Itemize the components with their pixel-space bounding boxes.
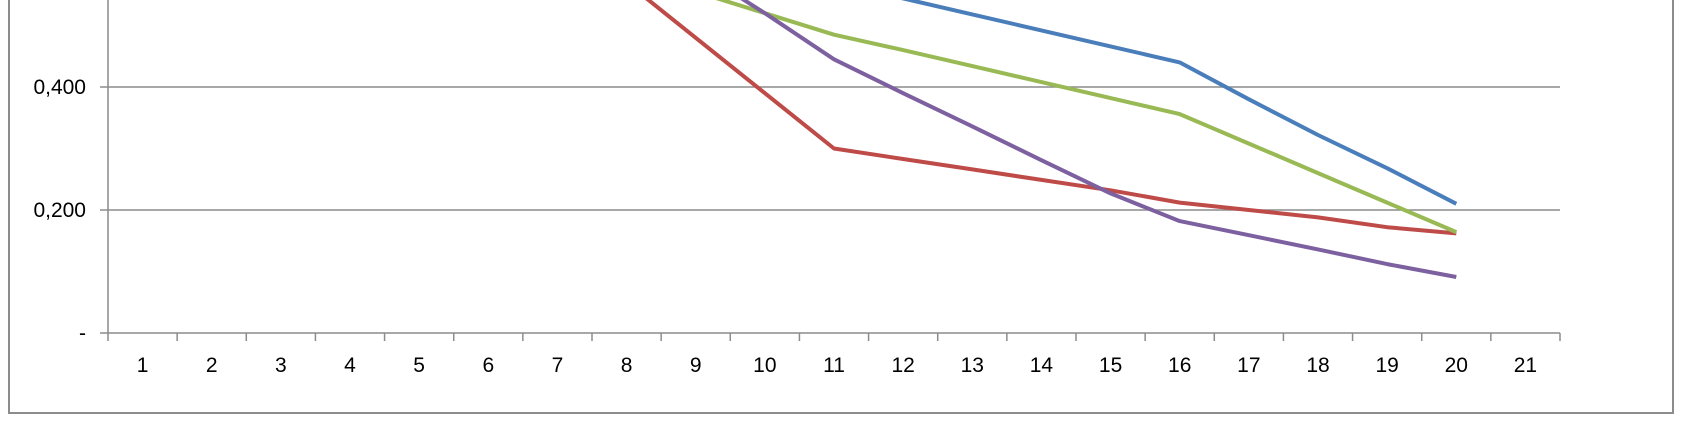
axes [100, 0, 1561, 341]
y-tick-label: 0,200 [33, 199, 86, 222]
gridlines [108, 86, 1560, 211]
x-tick-label: 4 [344, 354, 356, 377]
x-tick-label: 13 [961, 354, 984, 377]
series-line-4 [740, 0, 1457, 279]
x-tick-label: 1 [137, 354, 149, 377]
x-tick-label: 2 [206, 354, 218, 377]
x-tick-label: 10 [753, 354, 776, 377]
x-tick-label: 19 [1375, 354, 1398, 377]
x-tick-label: 8 [621, 354, 633, 377]
x-tick-label: 6 [482, 354, 494, 377]
x-tick-label: 18 [1306, 354, 1329, 377]
x-tick-label: 21 [1514, 354, 1537, 377]
x-tick-label: 16 [1168, 354, 1191, 377]
x-tick-label: 14 [1030, 354, 1054, 377]
series-lines [645, 0, 1458, 279]
x-tick-label: 15 [1099, 354, 1122, 377]
x-tick-label: 5 [413, 354, 425, 377]
chart-area: -0,200 0,400 1 2 3 4 5 6 7 8 9 10 11 12 13 14 15 16 17 18 19… [8, 0, 1674, 414]
x-tick-label: 3 [275, 354, 287, 377]
x-tick-label: 12 [891, 354, 914, 377]
x-tick-label: 11 [823, 354, 845, 377]
x-tick-label: 7 [552, 354, 564, 377]
x-tick-label: 9 [690, 354, 702, 377]
y-tick-label: - [79, 322, 86, 345]
x-tick-label: 20 [1445, 354, 1468, 377]
x-tick-label: 17 [1237, 354, 1260, 377]
series-line-1 [901, 0, 1458, 206]
series-line-2 [645, 0, 1457, 236]
y-tick-label: 0,400 [33, 76, 86, 99]
